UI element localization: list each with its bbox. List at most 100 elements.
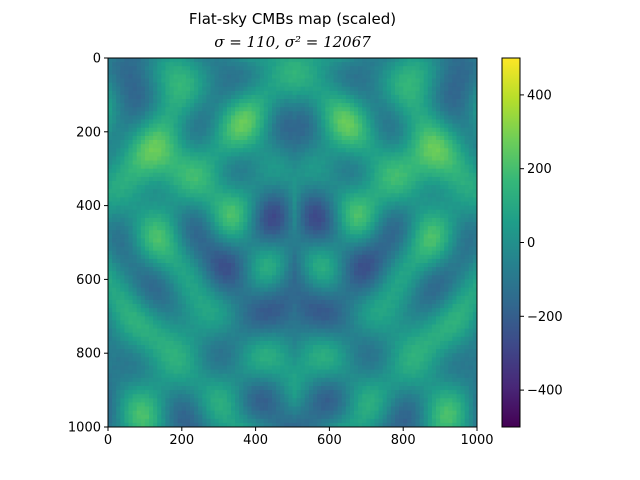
heatmap-cell [198, 197, 203, 202]
heatmap-cell [349, 246, 355, 252]
heatmap-cell [308, 258, 314, 264]
heatmap-cell [456, 86, 462, 92]
heatmap-cell [304, 82, 310, 88]
heatmap-cell [313, 242, 318, 248]
heatmap-cell [239, 131, 244, 137]
heatmap-cell [136, 275, 142, 280]
heatmap-cell [374, 164, 380, 170]
heatmap-cell [325, 156, 330, 161]
heatmap-cell [374, 160, 380, 166]
heatmap-cell [386, 267, 392, 272]
heatmap-cell [407, 99, 412, 104]
heatmap-cell [362, 189, 367, 194]
heatmap-cell [116, 213, 121, 219]
heatmap-cell [132, 86, 138, 92]
heatmap-cell [108, 152, 113, 157]
heatmap-cell [440, 246, 445, 252]
heatmap-cell [194, 193, 199, 198]
heatmap-cell [190, 279, 195, 284]
heatmap-cell [395, 258, 400, 264]
heatmap-cell [153, 86, 158, 92]
heatmap-cell [165, 193, 170, 198]
heatmap-cell [128, 70, 134, 75]
heatmap-cell [218, 172, 224, 178]
heatmap-cell [157, 185, 162, 190]
heatmap-cell [206, 152, 211, 157]
heatmap-cell [136, 123, 142, 129]
heatmap-cell [390, 213, 396, 219]
heatmap-cell [403, 168, 408, 174]
heatmap-cell [280, 283, 285, 289]
heatmap-cell [419, 172, 425, 178]
heatmap-cell [366, 217, 371, 223]
heatmap-cell [255, 70, 261, 75]
heatmap-cell [354, 275, 359, 280]
heatmap-cell [255, 254, 261, 260]
heatmap-cell [280, 123, 285, 129]
heatmap-cell [358, 70, 363, 75]
heatmap-cell [378, 193, 384, 198]
heatmap-cell [452, 172, 457, 178]
heatmap-cell [399, 185, 404, 190]
heatmap-cell [390, 164, 396, 170]
heatmap-cell [116, 197, 121, 202]
heatmap-cell [202, 176, 207, 182]
heatmap-cell [272, 242, 277, 248]
heatmap-cell [304, 279, 310, 284]
heatmap-cell [235, 148, 240, 153]
heatmap-cell [149, 217, 154, 223]
heatmap-cell [464, 213, 470, 219]
heatmap-cell [411, 205, 416, 211]
heatmap-cell [341, 127, 347, 133]
heatmap-cell [444, 176, 449, 182]
heatmap-cell [329, 168, 334, 174]
heatmap-cell [251, 230, 257, 235]
heatmap-cell [333, 238, 339, 243]
heatmap-cell [177, 172, 183, 178]
heatmap-cell [214, 193, 220, 198]
heatmap-cell [116, 144, 121, 149]
heatmap-cell [333, 156, 339, 161]
heatmap-cell [161, 205, 166, 211]
heatmap-cell [255, 258, 261, 264]
heatmap-cell [419, 267, 425, 272]
heatmap-cell [386, 152, 392, 157]
heatmap-cell [407, 90, 412, 96]
heatmap-cell [444, 168, 449, 174]
heatmap-cell [255, 115, 261, 120]
heatmap-cell [354, 209, 359, 215]
heatmap-cell [415, 279, 421, 284]
heatmap-cell [140, 271, 146, 276]
heatmap-cell [419, 275, 425, 280]
heatmap-cell [366, 197, 371, 202]
heatmap-cell [444, 267, 449, 272]
heatmap-cell [349, 127, 355, 133]
heatmap-cell [165, 263, 170, 268]
heatmap-cell [157, 115, 162, 120]
heatmap-cell [194, 115, 199, 120]
heatmap-cell [308, 78, 314, 84]
heatmap-cell [272, 226, 277, 231]
heatmap-cell [169, 107, 175, 112]
heatmap-cell [386, 66, 392, 71]
heatmap-cell [345, 160, 351, 166]
heatmap-cell [395, 140, 400, 145]
heatmap-cell [144, 135, 150, 141]
heatmap-cell [194, 283, 199, 289]
heatmap-cell [395, 246, 400, 252]
heatmap-cell [263, 246, 269, 252]
heatmap-cell [345, 140, 351, 145]
heatmap-cell [395, 160, 400, 166]
heatmap-cell [194, 90, 199, 96]
heatmap-cell [472, 123, 478, 129]
heatmap-cell [112, 70, 117, 75]
heatmap-cell [296, 99, 302, 104]
heatmap-cell [190, 258, 195, 264]
heatmap-cell [337, 181, 343, 186]
heatmap-cell [198, 230, 203, 235]
heatmap-cell [300, 254, 306, 260]
heatmap-cell [452, 246, 457, 252]
heatmap-cell [144, 111, 150, 116]
heatmap-cell [370, 160, 375, 166]
heatmap-cell [239, 230, 244, 235]
